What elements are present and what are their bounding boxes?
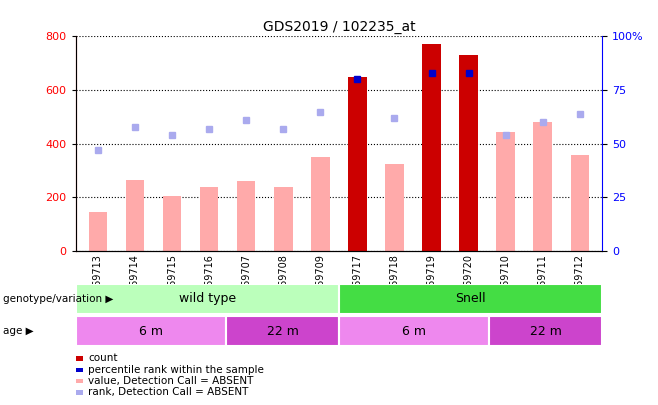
Text: percentile rank within the sample: percentile rank within the sample [88,365,264,375]
Text: 6 m: 6 m [139,324,163,338]
Bar [237,181,255,251]
Bar [89,212,107,251]
Bar [311,157,330,251]
Text: wild type: wild type [179,292,236,305]
Bar [348,77,367,251]
Bar [570,154,589,251]
Bar [163,196,182,251]
Text: 22 m: 22 m [266,324,299,338]
Bar [76,316,226,346]
Bar [385,164,404,251]
Text: count: count [88,354,118,363]
Text: age ▶: age ▶ [3,326,34,336]
Bar [422,45,441,251]
Bar [339,316,490,346]
Text: 22 m: 22 m [530,324,562,338]
Bar [490,316,602,346]
Text: 6 m: 6 m [402,324,426,338]
Bar [274,187,293,251]
Title: GDS2019 / 102235_at: GDS2019 / 102235_at [263,20,415,34]
Bar [226,316,339,346]
Bar [339,284,602,314]
Bar [200,187,218,251]
Bar [534,122,552,251]
Bar [459,55,478,251]
Bar [126,180,144,251]
Text: rank, Detection Call = ABSENT: rank, Detection Call = ABSENT [88,388,249,397]
Text: genotype/variation ▶: genotype/variation ▶ [3,294,114,304]
Bar [76,284,339,314]
Bar [496,132,515,251]
Text: Snell: Snell [455,292,486,305]
Text: value, Detection Call = ABSENT: value, Detection Call = ABSENT [88,376,253,386]
